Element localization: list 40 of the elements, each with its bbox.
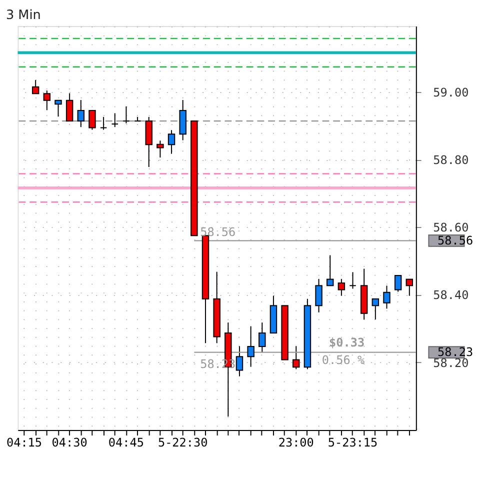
y-tick-label: 58.40 [433,288,469,302]
candlestick [156,140,164,158]
x-tick-label: 04:15 [6,435,42,450]
candlestick [394,275,402,292]
annotation: 58.56 [200,224,236,239]
candlestick [88,110,96,130]
candlestick [179,100,186,141]
candlestick [349,272,356,290]
candlestick [32,80,40,94]
y-tick-label: 58.20 [433,356,469,370]
x-tick-label: 04:30 [52,435,88,450]
x-tick-label: 5-22:30 [158,435,208,450]
y-tick-label: 58.80 [433,152,469,167]
candlestick [111,112,118,128]
candlestick [43,90,51,111]
candlestick [77,100,85,128]
candlestick [247,326,254,368]
candlestick [406,278,414,296]
annotation: $0.33 [329,335,365,350]
candlestick [122,106,130,124]
candlestick [66,92,74,122]
chart-title: 3 Min [6,8,41,24]
candlestick [338,278,346,296]
candlestick [292,346,300,370]
candlestick [54,100,62,118]
candlestick [168,130,176,154]
x-tick-label: 5-23:15 [328,435,378,450]
candlestick [383,285,390,310]
candlestick [236,346,244,377]
candlestick [372,298,380,320]
candlestick [145,116,152,168]
x-tick-label: 23:00 [278,435,314,450]
candlestick [258,322,266,354]
annotation: 0.56 % [322,353,365,368]
candlestick [100,116,108,130]
y-tick-label: 59.00 [433,85,469,100]
candlestick [326,254,334,286]
candlestick [315,278,322,313]
y-tick-label: 58.60 [433,220,469,235]
x-tick-label: 04:45 [108,435,144,450]
